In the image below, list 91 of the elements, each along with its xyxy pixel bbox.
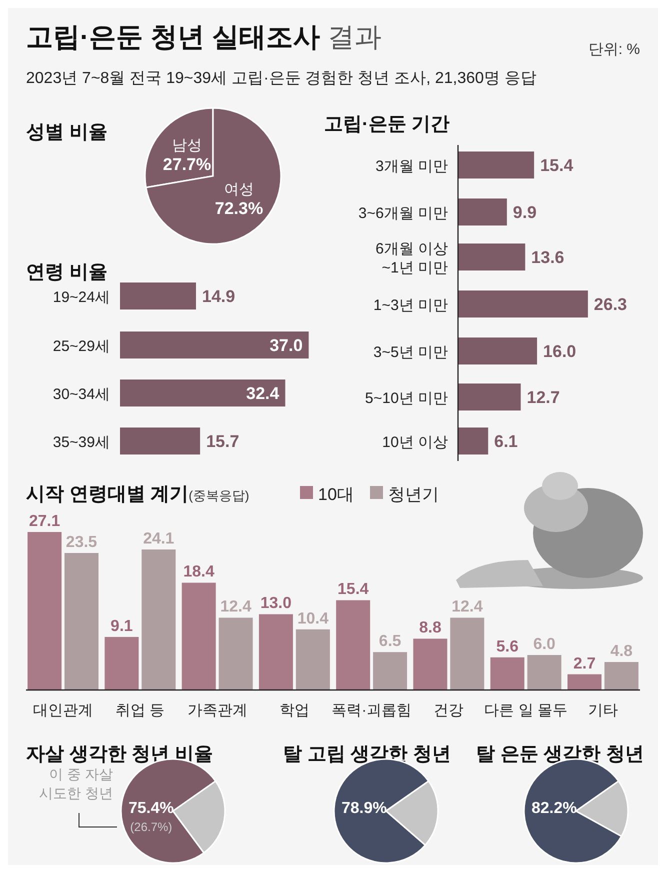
- bar: [142, 549, 176, 690]
- chart-subtitle: (중복응답): [188, 488, 250, 503]
- bar: [258, 614, 293, 690]
- y-tick-label: 30~34세: [52, 386, 110, 403]
- data-label: 15.4: [338, 581, 369, 598]
- text: 이 중 자살 시도한 청년: [39, 766, 113, 801]
- data-label: 75.4%: [128, 800, 174, 817]
- data-label: 12.4: [452, 598, 483, 616]
- data-label: 12.4: [220, 598, 252, 616]
- text: 2023년 7~8월 전국 19~39세 고립·은둔 경험한 청년 조사, 21,360명 응답: [26, 70, 536, 87]
- bar: [413, 638, 448, 690]
- text: 고립·은둔 청년 실태조사 결과: [26, 22, 382, 52]
- y-tick-label: 3개월 미만: [375, 158, 448, 175]
- bar: [64, 552, 99, 690]
- data-label: 6.0: [533, 636, 556, 654]
- data-label: 26.3: [594, 295, 628, 314]
- legend-label: 10대: [318, 485, 354, 504]
- pie-slice: [145, 107, 282, 245]
- data-label: 8.8: [419, 620, 442, 637]
- chart-title: 연령 비율: [26, 262, 108, 283]
- data-label: 27.1: [28, 513, 60, 530]
- x-tick-label: 학업: [279, 702, 310, 719]
- data-label: 37.0: [270, 336, 303, 355]
- data-label: 2.7: [573, 655, 596, 672]
- x-tick-label: 대인관계: [33, 702, 94, 719]
- data-label: 18.4: [183, 564, 214, 581]
- x-tick-label: 다른 일 몰두: [484, 702, 568, 719]
- data-label: 5.6: [496, 638, 519, 656]
- data-label: 23.5: [66, 534, 98, 551]
- bar: [182, 582, 216, 690]
- x-tick-label: 기타: [588, 702, 618, 719]
- x-tick-label: 취업 등: [116, 702, 165, 719]
- x-tick-label: 가족관계: [187, 702, 248, 719]
- data-label: 14.9: [202, 287, 236, 306]
- data-label: 6.1: [494, 432, 518, 451]
- data-label: 13.6: [531, 248, 564, 267]
- data-label: 32.4: [246, 384, 280, 403]
- bar: [373, 652, 408, 690]
- slice-label: 여성: [224, 180, 254, 198]
- data-label: 9.9: [512, 203, 537, 222]
- y-tick-label: 1~3년 미만: [373, 297, 448, 314]
- bar: [490, 657, 524, 690]
- bar: [450, 618, 484, 690]
- text: (26.7%): [130, 820, 172, 834]
- bar: [296, 629, 330, 690]
- bar: [336, 600, 370, 690]
- data-label: 10.4: [297, 610, 329, 628]
- bar: [28, 532, 62, 690]
- y-tick-label: 6개월 이상 ~1년 미만: [375, 240, 448, 276]
- y-tick-label: 10년 이상: [382, 434, 448, 451]
- y-tick-label: 25~29세: [52, 338, 110, 355]
- y-tick-label: 3~5년 미만: [373, 344, 448, 361]
- text: 성별 비율: [26, 122, 108, 143]
- text: 단위: %: [588, 41, 640, 58]
- slice-label: 남성: [172, 137, 202, 154]
- y-tick-label: 3~6개월 미만: [358, 205, 448, 222]
- bar: [120, 428, 200, 454]
- bar: [604, 662, 638, 690]
- data-label: 6.5: [378, 633, 402, 650]
- data-label: 78.9%: [341, 800, 387, 817]
- data-label: 4.8: [610, 643, 633, 660]
- data-label: 82.2%: [531, 800, 577, 817]
- data-label: 15.4: [540, 156, 574, 175]
- bar: [120, 282, 196, 310]
- chart-title: 고립·은둔 기간: [324, 114, 450, 135]
- x-tick-label: 폭력·괴롭힘: [332, 702, 412, 719]
- data-label: 27.7%: [162, 155, 212, 174]
- data-label: 9.1: [110, 618, 133, 635]
- data-label: 15.7: [206, 432, 240, 451]
- bar: [104, 636, 139, 690]
- data-label: 16.0: [543, 342, 576, 361]
- bar: [458, 152, 534, 178]
- bar: [458, 198, 507, 226]
- y-tick-label: 19~24세: [52, 289, 110, 306]
- bar: [527, 655, 562, 690]
- data-label: 24.1: [143, 530, 174, 548]
- bar: [458, 290, 588, 318]
- bar: [458, 338, 538, 364]
- legend-label: 청년기: [388, 485, 439, 504]
- data-label: 13.0: [260, 595, 292, 612]
- y-tick-label: 35~39세: [52, 434, 110, 451]
- bar: [120, 380, 286, 406]
- data-label: 12.7: [526, 388, 560, 407]
- bar: [458, 244, 526, 270]
- bar: [458, 384, 521, 410]
- y-tick-label: 5~10년 미만: [365, 390, 448, 407]
- x-tick-label: 건강: [434, 702, 464, 719]
- bar: [218, 618, 253, 690]
- bar: [567, 674, 602, 690]
- bar: [120, 332, 309, 358]
- data-label: 72.3%: [214, 198, 264, 218]
